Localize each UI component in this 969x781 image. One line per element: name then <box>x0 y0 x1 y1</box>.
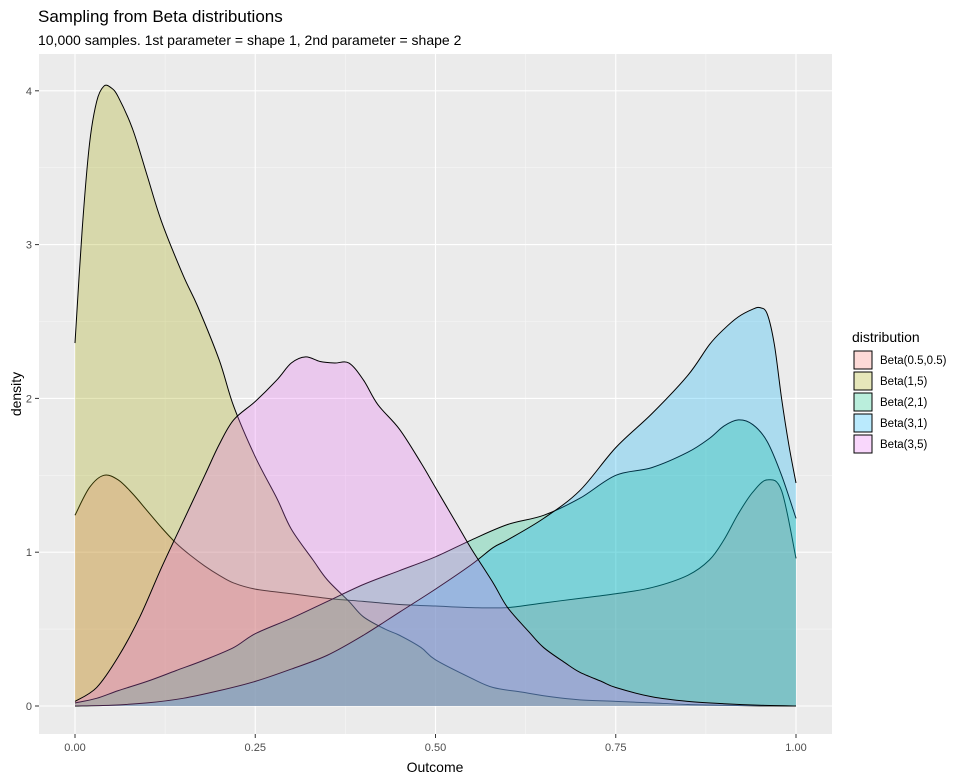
legend-label-3: Beta(3,1) <box>880 418 927 430</box>
density-line-3 <box>74 306 797 707</box>
chart-title: Sampling from Beta distributions <box>38 7 283 26</box>
x-tick-label: 0.00 <box>64 742 85 754</box>
x-axis-title: Outcome <box>407 759 464 775</box>
y-tick-label: 1 <box>26 547 32 559</box>
y-tick-label: 0 <box>26 701 32 713</box>
density-area-2 <box>75 419 796 706</box>
density-line-4 <box>74 356 797 707</box>
density-area-1 <box>75 85 796 706</box>
x-tick-label: 1.00 <box>785 742 806 754</box>
y-tick-label: 2 <box>26 393 32 405</box>
grid-major <box>39 54 832 734</box>
y-tick-label: 4 <box>26 86 32 98</box>
x-tick-label: 0.50 <box>425 742 446 754</box>
legend-key-bg <box>853 413 873 433</box>
legend-key-4 <box>853 434 873 454</box>
density-area-0 <box>75 474 796 706</box>
legend-key-bg <box>853 434 873 454</box>
legend-key-3 <box>853 413 873 433</box>
density-area-3 <box>75 307 796 706</box>
legend-label-2: Beta(2,1) <box>880 397 927 409</box>
legend-key-bg <box>853 350 873 370</box>
density-areas <box>74 84 797 707</box>
x-axis-ticks: 0.00 0.25 0.50 0.75 1.00 <box>64 734 807 754</box>
density-line-0 <box>74 474 797 609</box>
legend-key-bg <box>853 371 873 391</box>
density-line-2 <box>74 419 797 704</box>
legend-key-2 <box>853 392 873 412</box>
legend-label-1: Beta(1,5) <box>880 376 927 388</box>
legend-key-bg <box>853 392 873 412</box>
x-tick-label: 0.75 <box>605 742 626 754</box>
y-axis-ticks: 0 1 2 3 4 <box>26 86 39 713</box>
legend-label-4: Beta(3,5) <box>880 439 927 451</box>
density-area-4 <box>75 356 796 706</box>
x-tick-label: 0.25 <box>245 742 266 754</box>
density-line-1 <box>74 84 797 707</box>
legend-key-0 <box>853 350 873 370</box>
legend-label-0: Beta(0.5,0.5) <box>880 355 947 367</box>
y-tick-label: 3 <box>26 240 32 252</box>
y-axis-title: density <box>8 372 24 416</box>
chart-subtitle: 10,000 samples. 1st parameter = shape 1,… <box>38 32 462 48</box>
legend-key-1 <box>853 371 873 391</box>
legend: distribution Beta(0.5,0.5) Beta(1,5) Beta(… <box>852 329 947 454</box>
legend-title: distribution <box>852 329 920 345</box>
